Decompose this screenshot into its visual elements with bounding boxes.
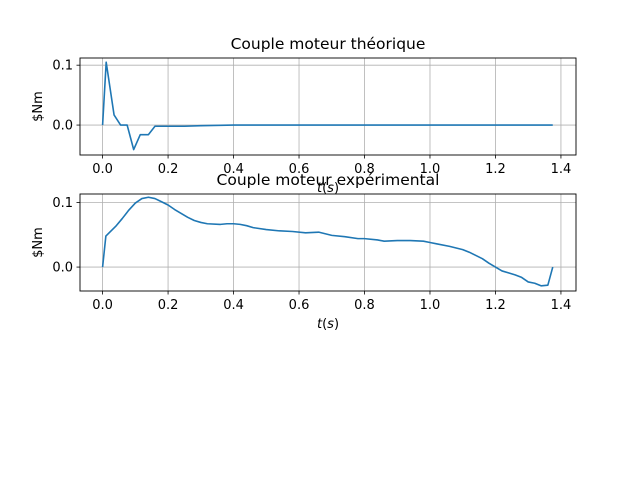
y-tick-label: 0.1 bbox=[52, 196, 73, 211]
x-tick-label: 1.4 bbox=[551, 298, 572, 313]
x-tick-label: 0.0 bbox=[92, 162, 113, 177]
y-axis-label: $Nm bbox=[31, 91, 46, 122]
x-tick-label: 0.0 bbox=[92, 298, 113, 313]
ticks: 0.0 0.2 0.4 0.6 0.8 1.0 1.2 1.4 0.0 0.1 bbox=[52, 59, 571, 177]
y-tick-label: 0.0 bbox=[52, 261, 73, 276]
x-tick-label: 1.0 bbox=[420, 298, 441, 313]
series-line-experimental bbox=[101, 196, 554, 287]
y-axis-label: $Nm bbox=[31, 227, 46, 258]
x-tick-label: 1.2 bbox=[485, 162, 506, 177]
series-line-theoretical bbox=[101, 61, 553, 151]
y-tick-label: 0.1 bbox=[52, 59, 73, 74]
x-tick-label: 0.2 bbox=[158, 298, 179, 313]
chart-title: Couple moteur expérimental bbox=[217, 171, 440, 189]
x-tick-label: 1.2 bbox=[485, 298, 506, 313]
plot-frame bbox=[79, 193, 577, 292]
x-axis-label: t(s) bbox=[317, 181, 339, 196]
y-tick-label: 0.0 bbox=[52, 119, 73, 134]
x-tick-label: 0.6 bbox=[289, 298, 310, 313]
chart-experimental-torque: 0.0 0.2 0.4 0.6 0.8 1.0 1.2 1.4 0.0 0.1 Couple mo… bbox=[31, 171, 577, 332]
x-tick-label: 0.8 bbox=[354, 162, 375, 177]
x-tick-label: 0.8 bbox=[354, 298, 375, 313]
ticks: 0.0 0.2 0.4 0.6 0.8 1.0 1.2 1.4 0.0 0.1 bbox=[52, 196, 571, 313]
x-tick-label: 1.4 bbox=[551, 162, 572, 177]
x-tick-label: 0.4 bbox=[223, 298, 244, 313]
x-tick-label: 0.2 bbox=[158, 162, 179, 177]
x-tick-label: 1.0 bbox=[420, 162, 441, 177]
chart-title: Couple moteur théorique bbox=[231, 35, 426, 53]
x-tick-label: 0.6 bbox=[289, 162, 310, 177]
plot-frame bbox=[79, 57, 577, 156]
grid bbox=[80, 194, 576, 291]
x-tick-label: 0.4 bbox=[223, 162, 244, 177]
chart-theoretical-torque: 0.0 0.2 0.4 0.6 0.8 1.0 1.2 1.4 0.0 0.1 Couple mo… bbox=[31, 35, 577, 196]
x-axis-label: t(s) bbox=[317, 317, 339, 332]
